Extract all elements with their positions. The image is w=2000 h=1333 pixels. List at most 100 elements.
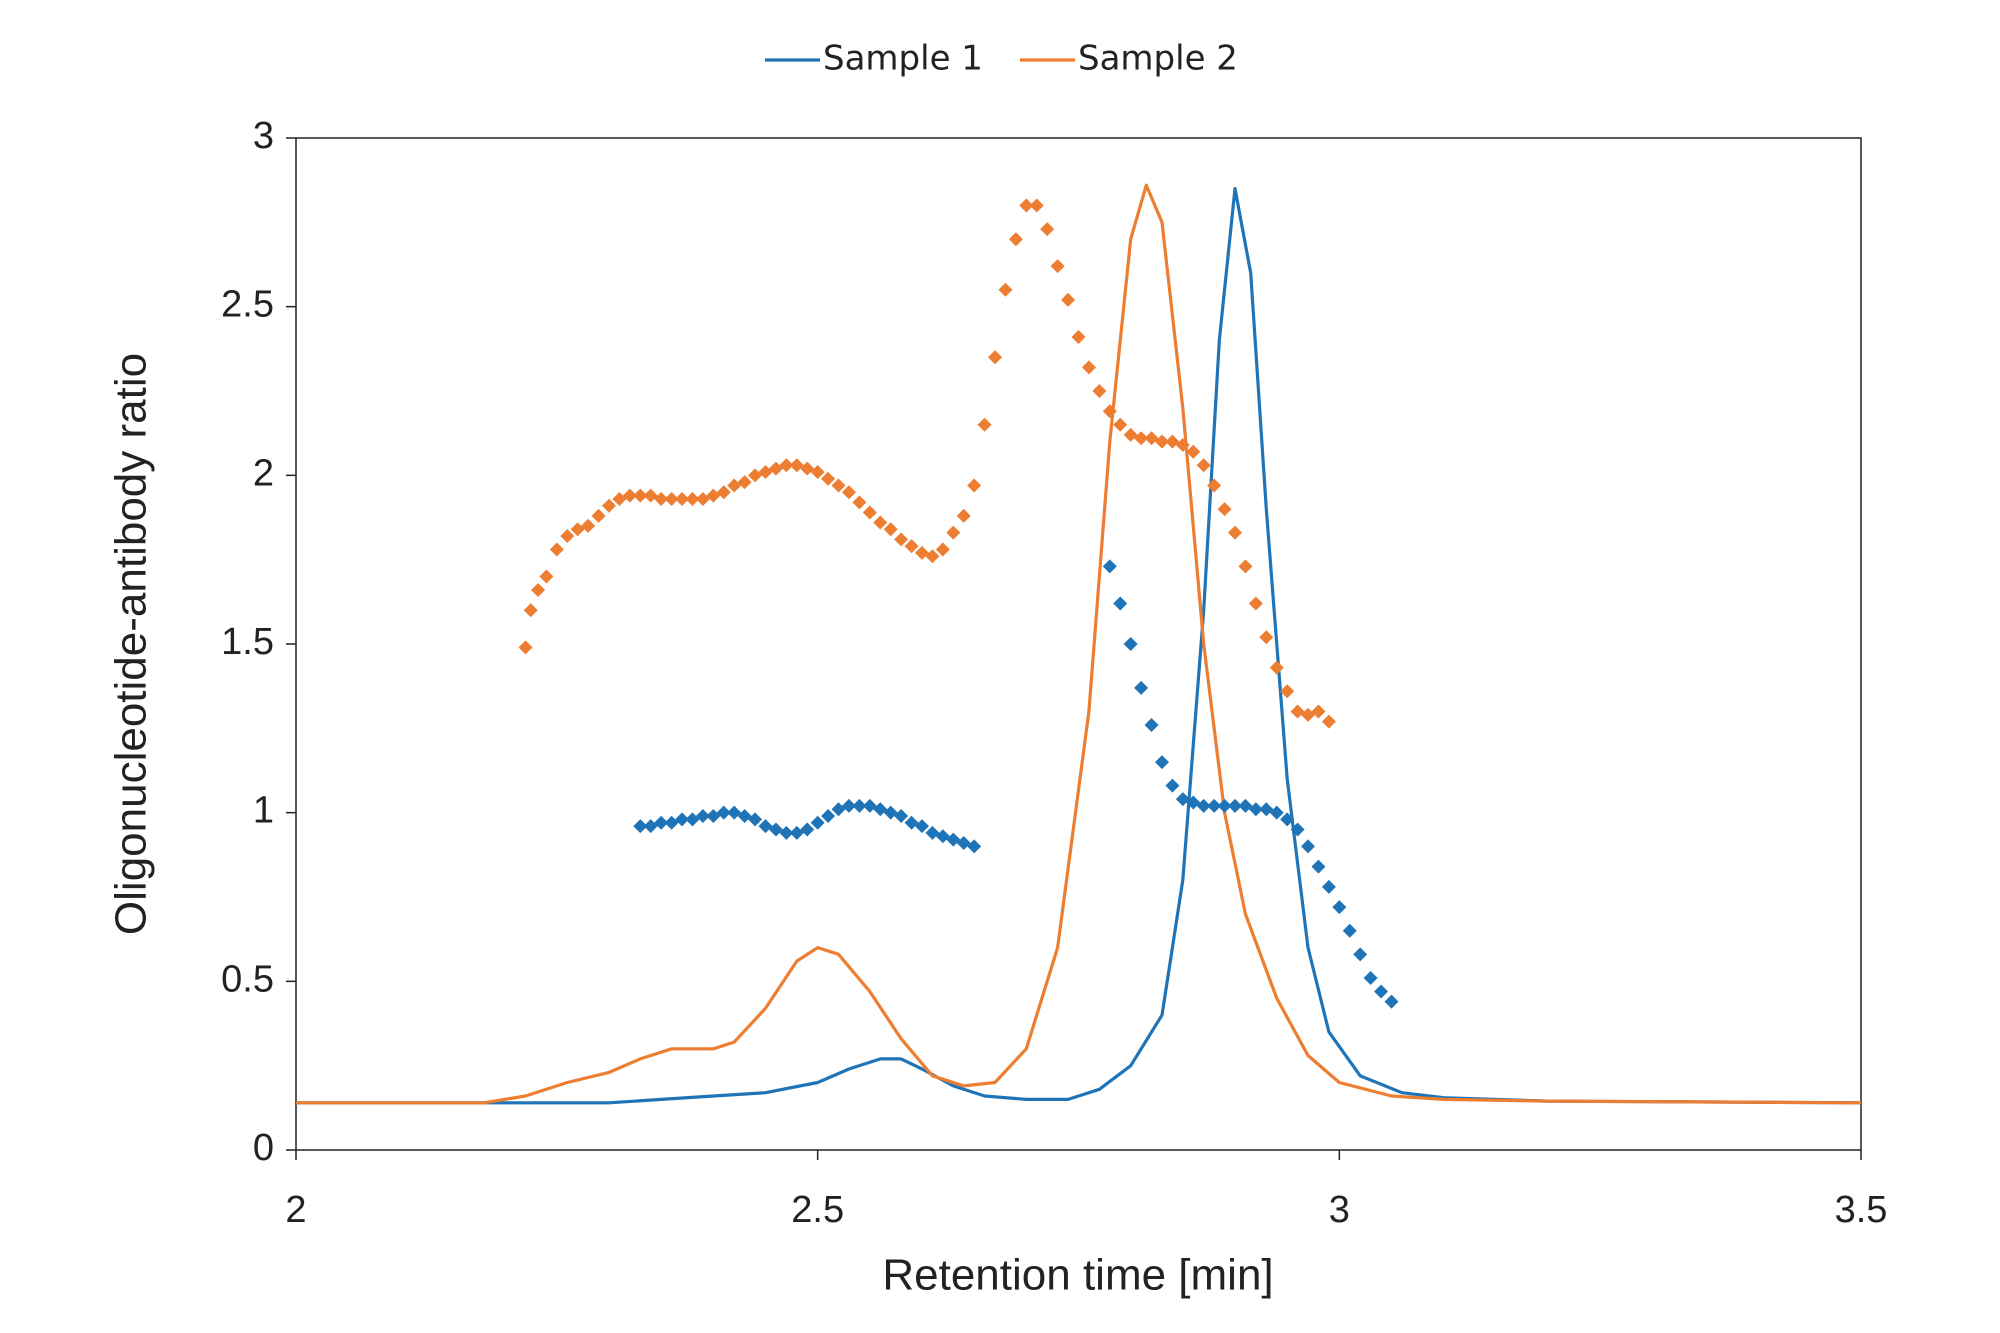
marker [956,508,971,523]
marker [768,822,783,837]
y-tick-label: 0 [253,1127,274,1169]
marker [727,805,742,820]
marker [748,468,763,483]
marker [1040,222,1055,237]
marker [883,522,898,537]
marker [758,464,773,479]
marker [1134,680,1149,695]
marker [862,505,877,520]
marker [1311,704,1326,719]
marker [946,832,961,847]
marker [841,485,856,500]
marker [915,545,929,560]
marker [821,809,836,824]
marker [581,518,596,533]
marker [831,478,846,493]
marker [1144,431,1159,446]
marker [633,488,648,503]
marker [1113,596,1128,611]
marker [946,525,961,540]
x-tick-label: 3 [1329,1189,1350,1231]
marker [1248,802,1263,817]
marker [1154,434,1169,449]
marker [1144,717,1159,732]
marker [1154,755,1169,770]
marker [1165,434,1180,449]
marker [716,805,731,820]
marker [873,802,888,817]
y-tick-label: 3 [253,115,274,157]
marker [789,825,804,840]
marker [1050,259,1065,274]
marker [998,282,1013,297]
marker [685,491,700,506]
marker [591,508,606,523]
marker [1102,559,1117,574]
marker [1342,923,1357,938]
marker [915,819,929,834]
x-axis-title: Retention time [min] [882,1251,1273,1300]
marker [675,491,690,506]
marker [925,549,940,564]
marker [1061,292,1076,307]
marker [1321,714,1336,729]
marker [1238,559,1253,574]
marker [810,815,825,830]
marker [956,836,971,851]
x-tick-label: 2.5 [791,1189,844,1231]
marker [612,491,627,506]
marker [758,819,773,834]
marker [988,350,1003,365]
marker [1301,707,1316,722]
marker [841,798,856,813]
marker [977,417,992,432]
marker [523,603,538,618]
marker [1259,630,1274,645]
marker [1248,596,1263,611]
marker [748,812,763,827]
marker [1175,437,1190,452]
marker [1301,839,1316,854]
marker [1269,805,1284,820]
marker [737,475,752,490]
marker [967,839,982,854]
marker [1081,360,1096,375]
marker [894,532,909,547]
marker [800,822,815,837]
y-tick-label: 2 [253,452,274,494]
marker [779,825,794,840]
marker [1228,525,1242,540]
marker [706,809,721,824]
marker [1207,798,1222,813]
marker [531,583,546,598]
marker [633,819,648,834]
marker [925,825,940,840]
marker [1217,502,1232,517]
marker [862,798,877,813]
y-tick-label: 1 [253,790,274,832]
marker [904,815,919,830]
marker [1280,812,1295,827]
y-axis-title: Oligonucleotide-antibody ratio [107,353,156,935]
marker [654,815,669,830]
marker [1186,444,1201,459]
marker [539,569,554,584]
marker [1311,859,1326,874]
marker [518,640,533,655]
marker [1238,798,1253,813]
marker [1092,384,1107,398]
marker [1029,198,1044,213]
marker [549,542,564,557]
marker [831,802,846,817]
marker [1207,478,1222,493]
marker [664,815,679,830]
marker [1228,798,1242,813]
marker [1123,427,1138,442]
marker [852,495,867,510]
marker [1353,947,1368,962]
marker [716,485,731,500]
marker [789,458,804,473]
legend-label: Sample 2 [1078,39,1238,79]
marker [1196,798,1211,813]
marker [695,809,710,824]
